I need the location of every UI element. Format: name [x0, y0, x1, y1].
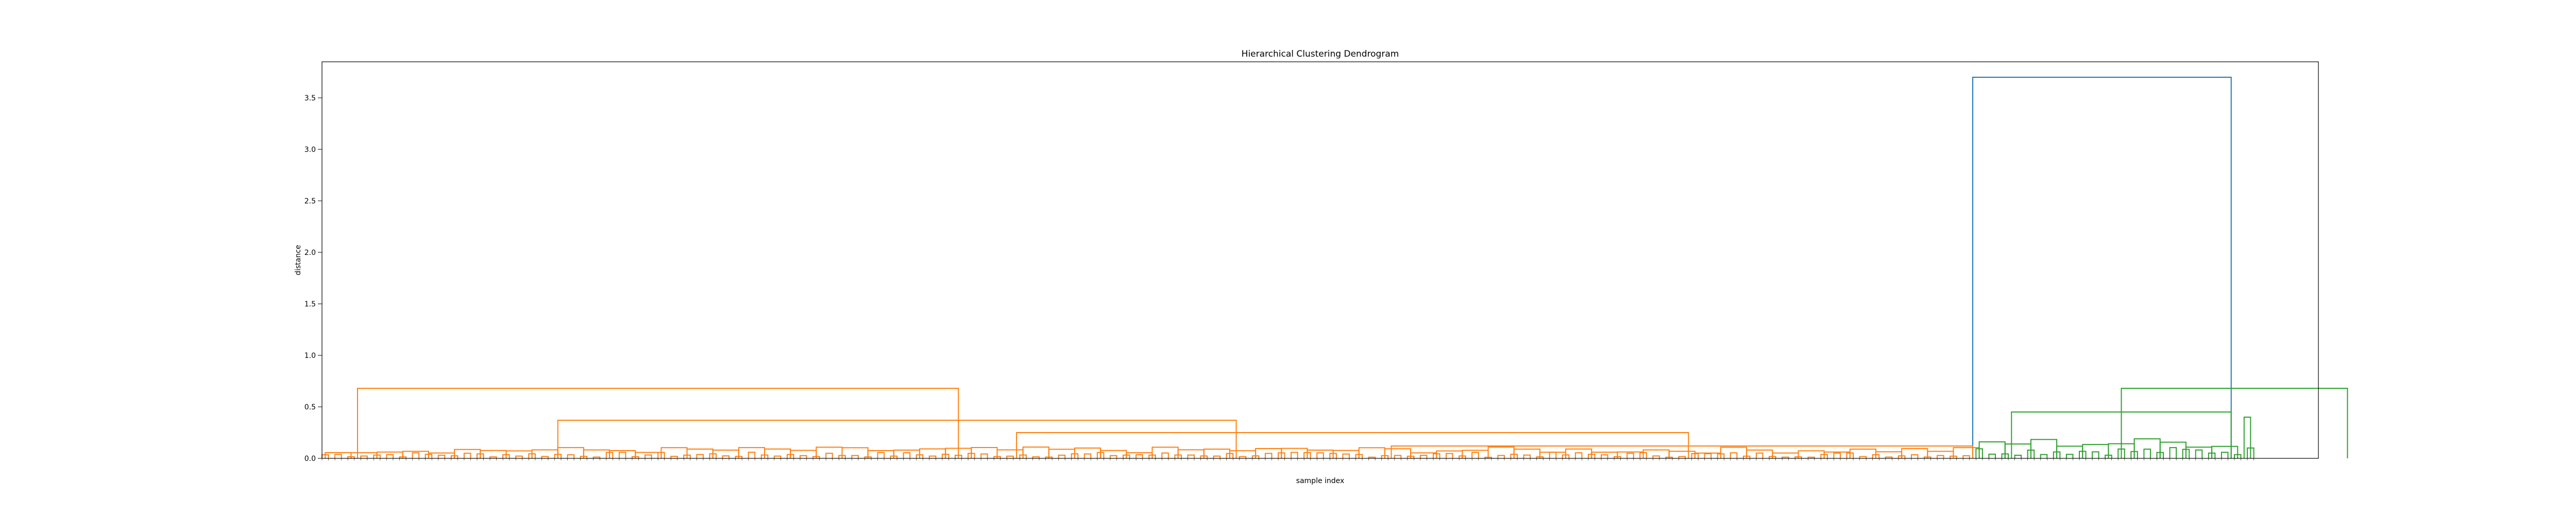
- y-axis-label: distance: [294, 245, 302, 275]
- leaf-merge-210: [1678, 456, 1686, 458]
- leaf-merge-254: [1962, 455, 1970, 458]
- leaf-merge-86: [877, 452, 885, 458]
- leaf-merge-6: [360, 455, 368, 458]
- leaf-merge-238: [1859, 456, 1867, 458]
- leaf-merge-58: [696, 454, 704, 458]
- merge-link-0: [1972, 77, 2232, 458]
- leaf-merge-178: [1471, 452, 1479, 458]
- leaf-merge-62: [722, 455, 730, 458]
- leaf-merge-270: [2065, 454, 2074, 458]
- leaf-merge-106: [1006, 455, 1014, 458]
- y-tick-label: 3.5: [304, 94, 316, 102]
- leaf-merge-42: [592, 456, 601, 458]
- leaf-merge-266: [2040, 454, 2048, 458]
- leaf-merge-234: [1833, 452, 1841, 458]
- leaf-merge-50: [645, 454, 652, 458]
- leaf-merge-150: [1291, 452, 1298, 458]
- leaf-merge-102: [980, 453, 988, 458]
- leaf-merge-138: [1213, 455, 1221, 458]
- leaf-merge-114: [1058, 454, 1066, 458]
- leaf-merge-274: [2092, 451, 2099, 458]
- leaf-merge-46: [618, 452, 626, 458]
- leaf-merge-78: [825, 453, 833, 458]
- leaf-merge-174: [1446, 453, 1453, 458]
- leaf-merge-214: [1704, 453, 1712, 458]
- leaf-merge-282: [2143, 449, 2151, 458]
- leaf-merge-26: [489, 456, 497, 458]
- merge-link-2: [557, 420, 1237, 458]
- leaf-merge-30: [515, 455, 523, 458]
- merge-link-4: [1391, 445, 1974, 458]
- x-axis-leaf-ticks: [321, 458, 2254, 460]
- leaf-merge-130: [1161, 452, 1169, 458]
- leaf-merge-134: [1187, 454, 1195, 458]
- leaf-merge-70: [773, 455, 782, 458]
- leaf-merge-122: [1109, 455, 1117, 458]
- leaf-merge-10: [386, 454, 394, 458]
- leaf-merge-250: [1937, 455, 1944, 458]
- y-tick-label: 3.0: [304, 146, 316, 154]
- leaf-merge-38: [567, 454, 575, 458]
- leaf-merge-218: [1730, 452, 1738, 458]
- leaf-merge-246: [1910, 454, 1919, 458]
- y-tick-label: 2.5: [304, 197, 316, 205]
- y-tick-label: 0.5: [304, 403, 316, 411]
- merge-link-1: [357, 388, 959, 458]
- merge-link-6: [2011, 411, 2232, 458]
- leaf-merge-66: [748, 452, 756, 458]
- leaf-merge-154: [1316, 452, 1324, 458]
- leaf-merge-286: [2169, 447, 2177, 458]
- y-tick-label: 2.0: [304, 249, 316, 257]
- leaf-merge-162: [1368, 456, 1376, 458]
- leaf-merge-198: [1601, 454, 1608, 458]
- leaf-merge-278: [2117, 448, 2125, 458]
- leaf-merge-54: [670, 456, 678, 458]
- leaf-merge-82: [851, 455, 859, 458]
- leaf-merge-14: [412, 452, 420, 458]
- leaf-merge-34: [541, 456, 549, 458]
- leaf-merge-222: [1755, 452, 1764, 458]
- leaf-merge-290: [2195, 449, 2203, 458]
- leaf-merge-182: [1497, 455, 1505, 458]
- leaf-merge-206: [1652, 455, 1660, 458]
- leaf-merge-94: [928, 455, 937, 458]
- plot-frame: [321, 61, 2319, 459]
- pair-merge-292: [2211, 445, 2239, 458]
- leaf-merge-146: [1264, 453, 1273, 458]
- leaf-merge-202: [1626, 453, 1634, 458]
- leaf-merge-294: [2221, 452, 2229, 458]
- leaf-merge-186: [1523, 454, 1531, 458]
- leaf-merge-142: [1239, 456, 1247, 458]
- leaf-merge-98: [954, 454, 962, 458]
- leaf-merge-158: [1342, 453, 1350, 458]
- leaf-merge-242: [1885, 456, 1893, 458]
- plot-area: [322, 62, 2318, 458]
- leaf-merge-18: [437, 454, 446, 458]
- leaf-merge-194: [1574, 452, 1583, 458]
- merge-link-7: [2243, 417, 2251, 458]
- leaf-merge-226: [1782, 456, 1789, 458]
- dendrogram-links: [321, 77, 2348, 458]
- leaf-merge-258: [1988, 453, 1996, 458]
- y-tick-label: 1.0: [304, 352, 316, 360]
- leaf-merge-74: [799, 455, 807, 458]
- y-axis-ticks: 0.0 0.5 1.0 1.5 2.0 2.5 3.0 3.5: [304, 94, 322, 463]
- leaf-merge-170: [1419, 455, 1428, 458]
- leaf-merge-298: [2247, 447, 2255, 458]
- x-axis-label: sample index: [1296, 477, 1345, 485]
- y-tick-label: 0.0: [304, 455, 316, 463]
- y-tick-label: 1.5: [304, 300, 316, 308]
- leaf-merge-118: [1083, 453, 1092, 458]
- leaf-merge-230: [1807, 456, 1815, 458]
- leaf-merge-166: [1394, 455, 1402, 458]
- merge-link-5: [2121, 388, 2348, 458]
- leaf-merge-262: [2014, 454, 2022, 458]
- leaf-merge-110: [1032, 456, 1040, 458]
- leaf-merge-22: [463, 453, 471, 458]
- chart-title: Hierarchical Clustering Dendrogram: [1242, 49, 1399, 59]
- leaf-merge-2: [334, 454, 342, 458]
- leaf-merge-126: [1136, 454, 1143, 458]
- leaf-merge-90: [903, 452, 911, 458]
